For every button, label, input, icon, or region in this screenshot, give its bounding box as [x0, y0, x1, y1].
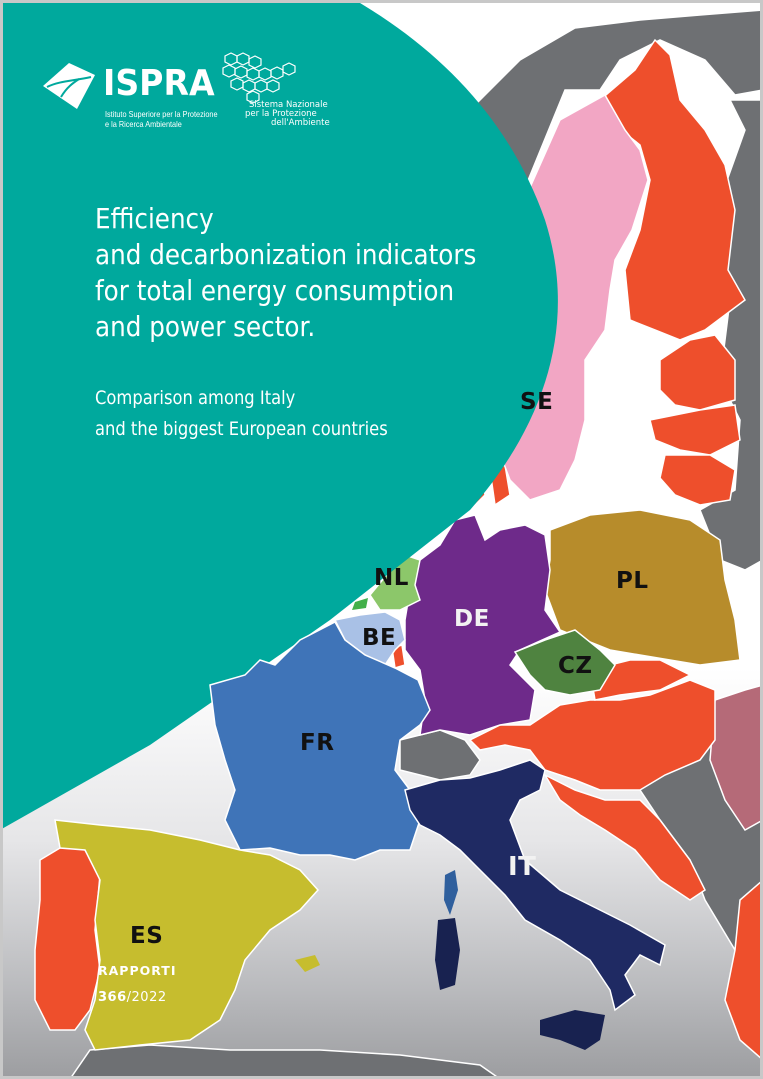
- series-label: RAPPORTI: [98, 963, 177, 978]
- country-label-se: SE: [520, 389, 554, 415]
- country-cz: [513, 629, 616, 696]
- ispra-wordmark: ISPRA: [103, 63, 215, 104]
- ispra-diamond-icon: [43, 63, 95, 109]
- country-label-cz: CZ: [558, 653, 593, 679]
- europe-map: [3, 3, 760, 1076]
- country-es: [54, 819, 320, 1051]
- country-label-it: IT: [508, 852, 537, 882]
- country-fr: [209, 621, 431, 861]
- country-label-de: DE: [454, 606, 490, 632]
- report-title: Efficiency and decarbonization indicator…: [95, 202, 477, 343]
- country-de: [404, 514, 562, 736]
- snpa-hexagon-logo-icon: [222, 52, 296, 104]
- ispra-subtitle: Istituto Superiore per la Protezione e l…: [105, 109, 218, 129]
- country-label-es: ES: [130, 923, 164, 949]
- country-label-fr: FR: [300, 730, 335, 756]
- snpa-logo-text: Sistema Nazionale per la Protezione dell…: [245, 100, 330, 128]
- country-label-be: BE: [362, 625, 397, 651]
- country-ro: [709, 685, 760, 831]
- issue-number: 366/2022: [98, 990, 167, 1005]
- country-label-nl: NL: [374, 565, 409, 591]
- country-label-pl: PL: [616, 568, 649, 594]
- report-cover: ISPRA Istituto Superiore per la Protezio…: [3, 3, 760, 1076]
- report-subtitle: Comparison among Italy and the biggest E…: [95, 387, 388, 440]
- teal-panel: [3, 3, 558, 829]
- country-it: [404, 759, 666, 1012]
- country-pl: [544, 509, 741, 666]
